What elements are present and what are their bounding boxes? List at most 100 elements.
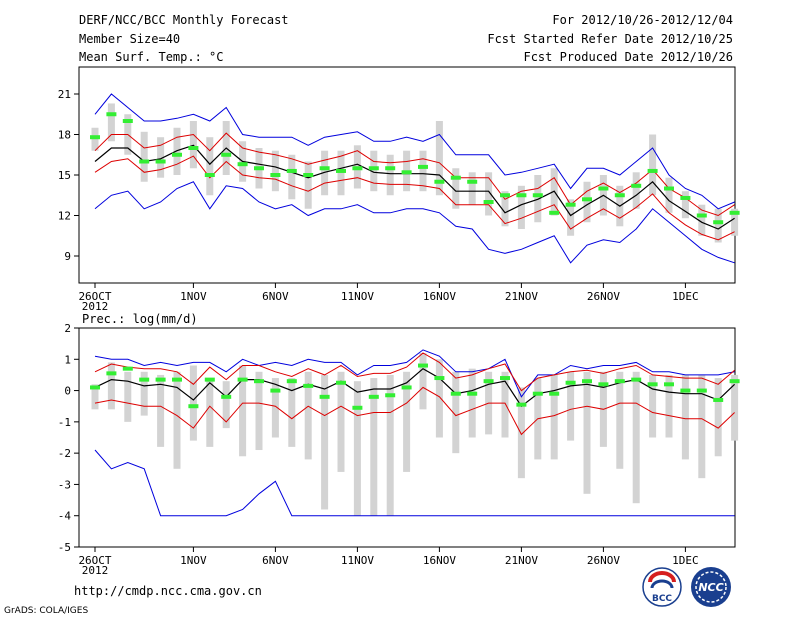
- temperature-member-bar: [517, 185, 525, 229]
- temperature-x-tick-label: 26NOV: [587, 290, 620, 303]
- precipitation-climatology-marker: [631, 377, 642, 382]
- temperature-climatology-marker: [352, 166, 363, 171]
- precipitation-climatology-marker: [401, 385, 412, 390]
- website-url: http://cmdp.ncc.cma.gov.cn: [74, 584, 262, 598]
- precipitation-x-tick-label: 1NOV: [180, 554, 207, 567]
- temperature-climatology-marker: [532, 193, 543, 198]
- temperature-climatology-marker: [450, 175, 461, 180]
- temperature-x-tick-label: 21NOV: [505, 290, 538, 303]
- precipitation-member-bar: [501, 371, 509, 438]
- temperature-x-year-label: 2012: [82, 300, 109, 313]
- precipitation-climatology-marker: [614, 379, 625, 384]
- temperature-member-bar: [157, 137, 165, 178]
- precipitation-panel: -5 -4 -3 -2 -1 0 1 2 26OCT 1NOV 6NOV 11NOV 16NOV 21NO…: [58, 322, 740, 577]
- temperature-climatology-marker: [401, 170, 412, 175]
- precipitation-member-bar: [386, 374, 394, 516]
- temperature-member-bar: [485, 172, 493, 216]
- temperature-climatology-marker: [434, 179, 445, 184]
- temperature-climatology-marker: [647, 168, 658, 173]
- precipitation-climatology-marker: [303, 383, 314, 388]
- temperature-member-bar: [534, 175, 542, 223]
- precipitation-member-bar: [255, 371, 263, 451]
- temperature-climatology-marker: [254, 166, 264, 171]
- precipitation-member-bar: [435, 359, 443, 438]
- grads-credit: GrADS: COLA/IGES: [4, 606, 88, 616]
- precipitation-member-bar: [370, 378, 378, 516]
- precipitation-climatology-marker: [90, 385, 100, 390]
- precipitation-x-tick-label: 21NOV: [505, 554, 538, 567]
- temperature-member-bar: [632, 172, 640, 209]
- precipitation-climatology-marker: [368, 394, 379, 399]
- bcc-logo-arc-blue: [650, 579, 674, 589]
- fcst-produced-label: Fcst Produced Date 2012/10/26: [523, 50, 733, 64]
- temperature-climatology-marker: [696, 213, 707, 218]
- precipitation-member-bar: [452, 371, 460, 454]
- temperature-x-tick-label: 16NOV: [423, 290, 456, 303]
- temperature-climatology-marker: [549, 210, 560, 215]
- precipitation-climatology-marker: [172, 377, 182, 382]
- precipitation-member-bar: [731, 374, 739, 441]
- precipitation-min-line: [94, 449, 735, 517]
- temperature-max-line: [94, 93, 735, 210]
- precipitation-member-bar: [665, 374, 673, 438]
- precipitation-member-bar: [337, 371, 345, 472]
- precipitation-lower-std-line: [94, 386, 735, 436]
- temperature-member-bar: [370, 150, 378, 192]
- temperature-climatology-marker: [500, 193, 510, 198]
- bcc-logo-arc-red: [648, 571, 676, 583]
- temperature-member-bar: [649, 134, 657, 196]
- temperature-x-tick-label: 1NOV: [180, 290, 207, 303]
- precipitation-climatology-marker: [155, 377, 166, 382]
- precipitation-climatology-marker: [516, 402, 527, 407]
- temperature-member-bar: [173, 127, 181, 175]
- temperature-climatology-marker: [385, 166, 396, 171]
- precipitation-member-bar: [206, 378, 214, 447]
- precipitation-climatology-marker: [270, 388, 281, 393]
- temperature-climatology-marker: [614, 193, 625, 198]
- precipitation-climatology-marker: [598, 382, 609, 387]
- temperature-upper-std-line: [94, 132, 735, 217]
- precipitation-ensemble-mean-line: [94, 367, 736, 408]
- precipitation-member-bar: [124, 371, 132, 422]
- precipitation-climatology-marker: [582, 379, 592, 384]
- temperature-member-bar: [91, 127, 99, 151]
- temperature-climatology-marker: [204, 173, 215, 177]
- precipitation-climatology-marker: [221, 394, 232, 399]
- precipitation-member-bar: [649, 374, 657, 438]
- precipitation-climatology-marker: [106, 371, 117, 376]
- temperature-climatology-marker: [467, 179, 478, 184]
- temperature-x-tick-label: 26OCT: [78, 290, 111, 303]
- temperature-member-bar: [731, 208, 739, 236]
- temperature-member-bar: [714, 208, 722, 243]
- temperature-climatology-marker: [680, 195, 691, 200]
- precipitation-climatology-marker: [286, 379, 297, 384]
- temperature-lower-std-line: [94, 155, 735, 241]
- temperature-x-tick-label: 1DEC: [672, 290, 699, 303]
- temperature-climatology-marker: [631, 183, 642, 188]
- precipitation-member-bar: [698, 374, 706, 479]
- precipitation-x-tick-label: 16NOV: [423, 554, 456, 567]
- temperature-panel: 9 12 15 18 21 26OCT 1NOV 6NOV 11NOV 16NOV 21NOV 26N…: [58, 66, 740, 313]
- precipitation-member-bar: [632, 371, 640, 504]
- temperature-climatology-marker: [303, 173, 314, 177]
- precipitation-climatology-marker: [122, 366, 133, 371]
- temperature-member-bar: [435, 121, 443, 196]
- precipitation-x-tick-label: 6NOV: [262, 554, 289, 567]
- precipitation-y-tick-label: 1: [64, 353, 71, 366]
- temperature-member-bar: [386, 154, 394, 196]
- precipitation-climatology-marker: [483, 379, 494, 384]
- chart-title: DERF/NCC/BCC Monthly Forecast: [79, 13, 289, 27]
- temperature-y-tick-label: 21: [58, 88, 71, 101]
- precipitation-x-tick-label: 26NOV: [587, 554, 620, 567]
- precipitation-member-bar: [517, 387, 525, 479]
- precipitation-y-tick-label: 2: [64, 322, 71, 335]
- precipitation-x-tick-label: 26OCT: [78, 554, 111, 567]
- precipitation-climatology-marker: [204, 377, 215, 382]
- precipitation-climatology-marker: [237, 377, 248, 382]
- precipitation-climatology-marker: [336, 380, 346, 385]
- precipitation-climatology-marker: [139, 377, 150, 382]
- precipitation-y-tick-label: -2: [58, 447, 71, 460]
- precipitation-climatology-marker: [647, 382, 658, 387]
- precipitation-member-bar: [304, 371, 312, 460]
- precipitation-climatology-marker: [352, 405, 363, 410]
